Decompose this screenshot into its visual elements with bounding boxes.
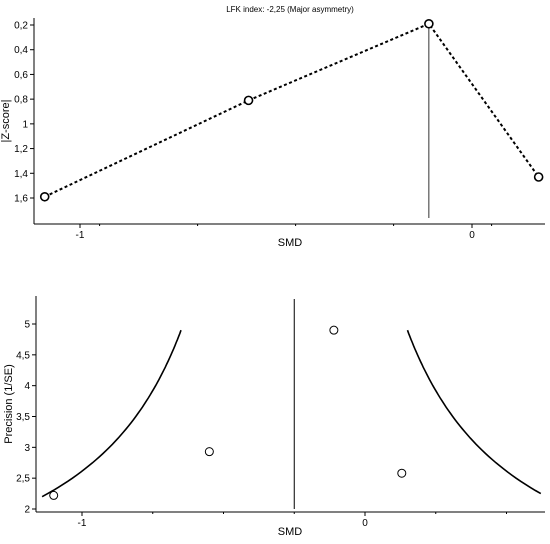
y-tick-label: 1,4 bbox=[14, 169, 28, 180]
y-tick-label: 4 bbox=[24, 381, 30, 392]
doi-plot: LFK index: -2,25 (Major asymmetry) 0,2 0,… bbox=[0, 5, 545, 249]
y-tick-label: 0,6 bbox=[14, 70, 28, 81]
dotted-connector-line bbox=[44, 22, 540, 198]
y-tick-label: 0,8 bbox=[14, 95, 28, 106]
data-point bbox=[533, 172, 544, 182]
y-tick-label: 2,5 bbox=[16, 474, 30, 485]
y-axis-title: Precision (1/SE) bbox=[3, 364, 15, 443]
y-tick-label: 4,5 bbox=[16, 350, 30, 361]
y-axis-title: |Z-score| bbox=[0, 100, 12, 143]
x-axis-title: SMD bbox=[278, 526, 303, 538]
funnel-limit-left bbox=[41, 329, 182, 498]
data-point bbox=[329, 325, 339, 335]
y-tick-label: 3,5 bbox=[16, 412, 30, 423]
y-tick-label: 2 bbox=[24, 505, 30, 516]
funnel-limit-right bbox=[406, 329, 542, 495]
x-tick-label: 0 bbox=[469, 230, 475, 241]
data-point bbox=[397, 468, 407, 478]
funnel-plot: 2 2,5 3 3,5 4 4,5 5 -1 0 Precision (1/SE) SMD bbox=[3, 296, 545, 538]
y-tick-label: 1,2 bbox=[14, 144, 28, 155]
y-tick-label: 1,6 bbox=[14, 194, 28, 205]
y-tick-label: 0,4 bbox=[14, 45, 28, 56]
y-tick-label: 1 bbox=[22, 119, 28, 130]
x-tick-label: -1 bbox=[78, 518, 87, 529]
y-tick-label: 0,2 bbox=[14, 21, 28, 32]
data-point bbox=[49, 490, 59, 500]
chart-title: LFK index: -2,25 (Major asymmetry) bbox=[226, 5, 354, 14]
y-tick-label: 5 bbox=[24, 320, 30, 331]
x-tick-label: -1 bbox=[76, 230, 85, 241]
data-point bbox=[39, 191, 50, 202]
data-point bbox=[424, 18, 434, 29]
x-tick-label: 0 bbox=[362, 518, 368, 529]
x-axis-title: SMD bbox=[278, 237, 303, 249]
data-point bbox=[243, 95, 254, 106]
y-tick-label: 3 bbox=[24, 443, 30, 454]
data-point bbox=[204, 447, 214, 457]
